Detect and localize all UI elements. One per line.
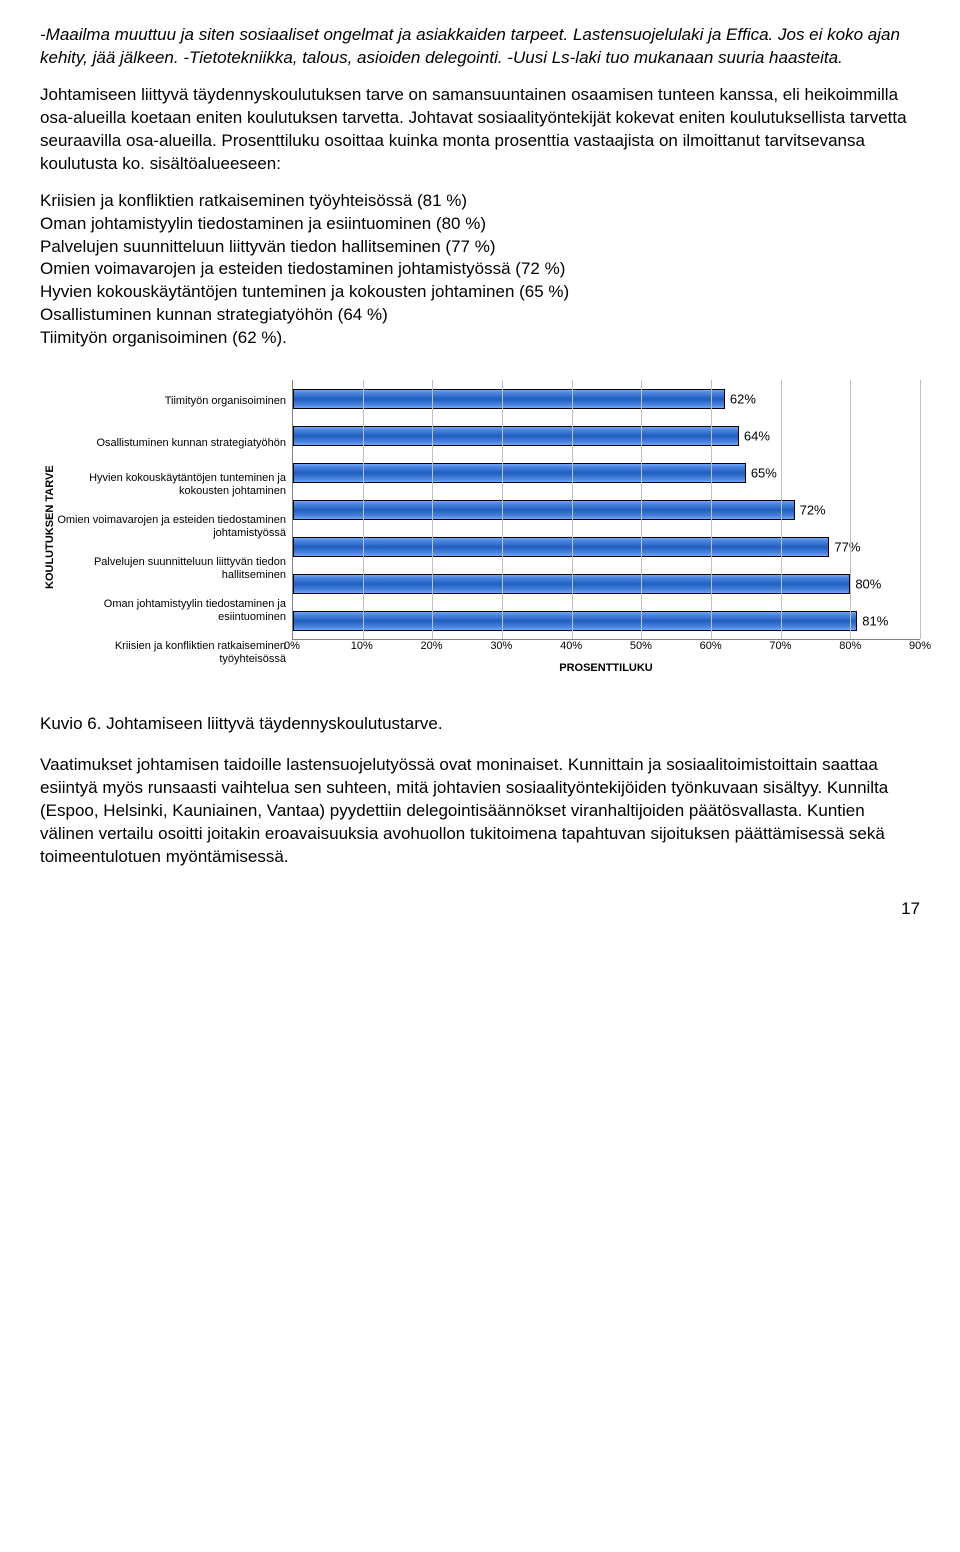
- bar: 62%: [293, 389, 725, 409]
- x-axis-title: PROSENTTILUKU: [292, 662, 920, 674]
- y-category: Palvelujen suunnitteluun liittyvän tiedo…: [56, 548, 286, 590]
- bar: 72%: [293, 500, 795, 520]
- x-tick: 80%: [839, 640, 861, 652]
- bar-value-label: 62%: [730, 391, 756, 406]
- y-axis-categories: Tiimityön organisoiminenOsallistuminen k…: [56, 380, 292, 674]
- x-tick: 60%: [700, 640, 722, 652]
- gridline: [781, 380, 782, 639]
- gridline: [572, 380, 573, 639]
- y-axis-title: KOULUTUKSEN TARVE: [40, 380, 56, 674]
- x-tick: 20%: [421, 640, 443, 652]
- bar-value-label: 77%: [834, 539, 860, 554]
- gridline: [363, 380, 364, 639]
- bar-row: 77%: [293, 528, 920, 565]
- x-tick: 30%: [490, 640, 512, 652]
- page-number: 17: [40, 899, 920, 919]
- para-conclusion: Vaatimukset johtamisen taidoille lastens…: [40, 754, 920, 869]
- para-list: Kriisien ja konfliktien ratkaiseminen ty…: [40, 190, 920, 351]
- x-axis-ticks: 0%10%20%30%40%50%60%70%80%90%: [292, 640, 920, 658]
- gridline: [920, 380, 921, 639]
- gridline: [432, 380, 433, 639]
- y-category: Osallistuminen kunnan strategiatyöhön: [56, 422, 286, 464]
- x-tick: 40%: [560, 640, 582, 652]
- bar-value-label: 65%: [751, 465, 777, 480]
- bar-row: 62%: [293, 380, 920, 417]
- plot-column: 62%64%65%72%77%80%81% 0%10%20%30%40%50%6…: [292, 380, 920, 674]
- x-tick: 90%: [909, 640, 931, 652]
- chart-caption: Kuvio 6. Johtamiseen liittyvä täydennysk…: [40, 714, 920, 734]
- y-category: Omien voimavarojen ja esteiden tiedostam…: [56, 506, 286, 548]
- x-tick: 50%: [630, 640, 652, 652]
- x-tick: 70%: [769, 640, 791, 652]
- bar-value-label: 64%: [744, 428, 770, 443]
- y-category: Kriisien ja konfliktien ratkaiseminen ty…: [56, 632, 286, 674]
- bar-value-label: 80%: [855, 576, 881, 591]
- bar: 65%: [293, 463, 746, 483]
- plot-area: 62% 64% 65% 72% 77% 80% 81%: [292, 380, 920, 640]
- x-tick: 0%: [284, 640, 300, 652]
- gridline: [850, 380, 851, 639]
- bars-container: 62% 64% 65% 72% 77% 80% 81%: [293, 380, 920, 639]
- para-quotes: -Maailma muuttuu ja siten sosiaaliset on…: [40, 24, 920, 70]
- page-root: -Maailma muuttuu ja siten sosiaaliset on…: [0, 0, 960, 939]
- bar: 81%: [293, 611, 857, 631]
- bar-value-label: 81%: [862, 613, 888, 628]
- bar-row: 72%: [293, 491, 920, 528]
- bar-row: 80%: [293, 565, 920, 602]
- bar-value-label: 72%: [800, 502, 826, 517]
- y-category: Tiimityön organisoiminen: [56, 380, 286, 422]
- bar-row: 64%: [293, 417, 920, 454]
- gridline: [641, 380, 642, 639]
- bar-row: 65%: [293, 454, 920, 491]
- bar-chart: KOULUTUKSEN TARVE Tiimityön organisoimin…: [40, 380, 920, 674]
- gridline: [502, 380, 503, 639]
- bar-row: 81%: [293, 602, 920, 639]
- y-category: Oman johtamistyylin tiedostaminen ja esi…: [56, 590, 286, 632]
- bar: 64%: [293, 426, 739, 446]
- bar: 77%: [293, 537, 829, 557]
- x-tick: 10%: [351, 640, 373, 652]
- y-category: Hyvien kokouskäytäntöjen tunteminen ja k…: [56, 464, 286, 506]
- gridline: [711, 380, 712, 639]
- para-intro: Johtamiseen liittyvä täydennyskoulutukse…: [40, 84, 920, 176]
